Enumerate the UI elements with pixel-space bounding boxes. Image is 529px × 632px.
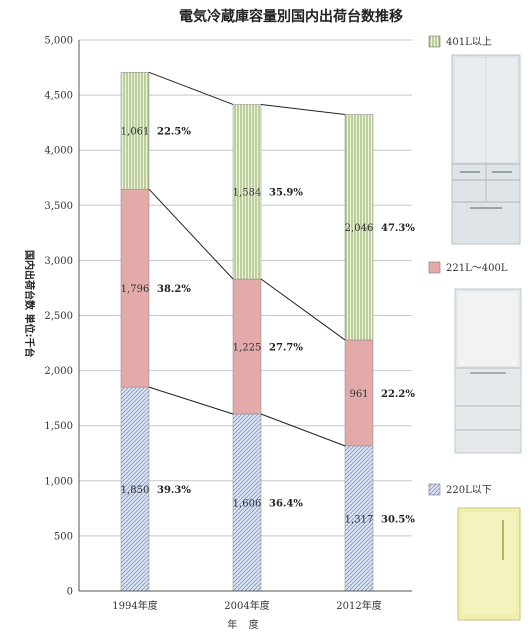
bar-segment [232, 104, 262, 280]
y-tick-label: 3,500 [44, 201, 73, 212]
y-tick-label: 2,500 [44, 311, 73, 322]
value-label: 1,225 [233, 343, 262, 354]
percent-label: 36.4% [269, 499, 303, 510]
percent-label: 47.3% [381, 223, 415, 234]
connector-line [148, 386, 234, 415]
bar-segment [344, 339, 374, 447]
value-label: 1,584 [233, 188, 262, 199]
x-axis-label: 年 度 [227, 618, 262, 631]
percent-label: 22.2% [381, 389, 415, 400]
legend-swatch [428, 35, 441, 48]
legend-label: 220L以下 [446, 485, 492, 496]
y-tick-label: 1,000 [44, 476, 73, 487]
y-tick-label: 4,000 [44, 146, 73, 157]
percent-label: 39.3% [157, 485, 191, 496]
legend-swatch [428, 261, 441, 274]
bar-segment [120, 188, 150, 388]
bar-segment [232, 278, 262, 415]
x-tick-label: 2004年度 [224, 599, 269, 612]
legend-label: 401L以上 [446, 36, 492, 48]
x-tick-label: 1994年度 [112, 599, 157, 612]
y-tick-label: 3,000 [44, 256, 73, 267]
y-tick-label: 500 [54, 531, 73, 542]
percent-label: 38.2% [157, 284, 191, 295]
large-fridge-image [451, 54, 521, 245]
connector-line [260, 103, 346, 115]
percent-label: 35.9% [269, 188, 303, 199]
bars [120, 72, 374, 592]
legend: 401L以上 221L～400L 220L以下 [428, 35, 508, 496]
connector-line [148, 71, 234, 105]
bar-segment [232, 413, 262, 592]
bar-segment [120, 72, 150, 190]
chart-title: 電気冷蔵庫容量別国内出荷台数推移 [179, 8, 403, 25]
bar-segment [344, 445, 374, 592]
connector-lines [148, 71, 346, 447]
y-tick-label: 1,500 [44, 421, 73, 432]
value-label: 1,317 [345, 514, 374, 525]
y-tick-label: 2,000 [44, 366, 73, 377]
data-labels: 1,850 39.3% 1,796 38.2% 1,061 22.5% 1,606 36.4%… [121, 127, 416, 526]
medium-fridge-image [454, 288, 522, 454]
y-tick-label: 0 [67, 587, 73, 598]
value-label: 2,046 [345, 223, 374, 234]
x-tick-labels: 1994年度 2004年度 2012年度 [112, 599, 381, 612]
value-label: 1,061 [121, 127, 150, 138]
value-label: 961 [349, 389, 368, 400]
connector-line [260, 413, 346, 447]
y-axis-label: 国内出荷台数 単位:千台 [23, 250, 36, 357]
y-tick-label: 5,000 [44, 36, 73, 47]
percent-label: 30.5% [381, 514, 415, 525]
value-label: 1,796 [121, 284, 150, 295]
percent-label: 27.7% [269, 343, 303, 354]
connector-line [148, 188, 234, 280]
connector-line [260, 278, 346, 341]
small-fridge-image [457, 507, 521, 621]
legend-swatch [428, 483, 441, 496]
percent-label: 22.5% [157, 127, 191, 138]
y-tick-labels: 0 500 1,000 1,500 2,000 2,500 3,000 3,500 4,000 4… [44, 36, 73, 598]
x-tick-label: 2012年度 [336, 599, 381, 612]
legend-label: 221L～400L [446, 263, 508, 274]
bar-segment [120, 386, 150, 592]
y-tick-label: 4,500 [44, 91, 73, 102]
bar-segment [344, 114, 374, 341]
value-label: 1,850 [121, 485, 150, 496]
value-label: 1,606 [233, 499, 262, 510]
